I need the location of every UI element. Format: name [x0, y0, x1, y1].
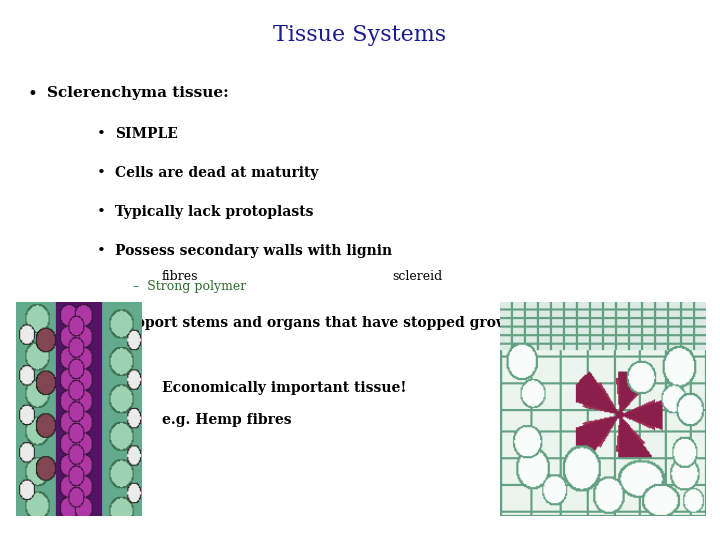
Text: •: •: [97, 166, 106, 180]
Text: Tissue Systems: Tissue Systems: [274, 24, 446, 46]
Text: Support stems and organs that have stopped growing: Support stems and organs that have stopp…: [115, 316, 534, 330]
Text: sclereid: sclereid: [392, 270, 443, 283]
Text: Cells are dead at maturity: Cells are dead at maturity: [115, 166, 319, 180]
Text: fibres: fibres: [162, 270, 199, 283]
Text: Sclerenchyma tissue:: Sclerenchyma tissue:: [47, 86, 228, 100]
Text: SIMPLE: SIMPLE: [115, 127, 178, 141]
Text: •: •: [97, 205, 106, 219]
Text: –  Strong polymer: – Strong polymer: [133, 280, 246, 293]
Text: e.g. Hemp fibres: e.g. Hemp fibres: [162, 413, 292, 427]
Text: •: •: [97, 127, 106, 141]
Text: Typically lack protoplasts: Typically lack protoplasts: [115, 205, 314, 219]
Text: Economically important tissue!: Economically important tissue!: [162, 381, 407, 395]
Text: •: •: [27, 86, 37, 103]
Text: •: •: [97, 316, 106, 330]
Text: Possess secondary walls with lignin: Possess secondary walls with lignin: [115, 244, 392, 258]
Text: •: •: [97, 244, 106, 258]
